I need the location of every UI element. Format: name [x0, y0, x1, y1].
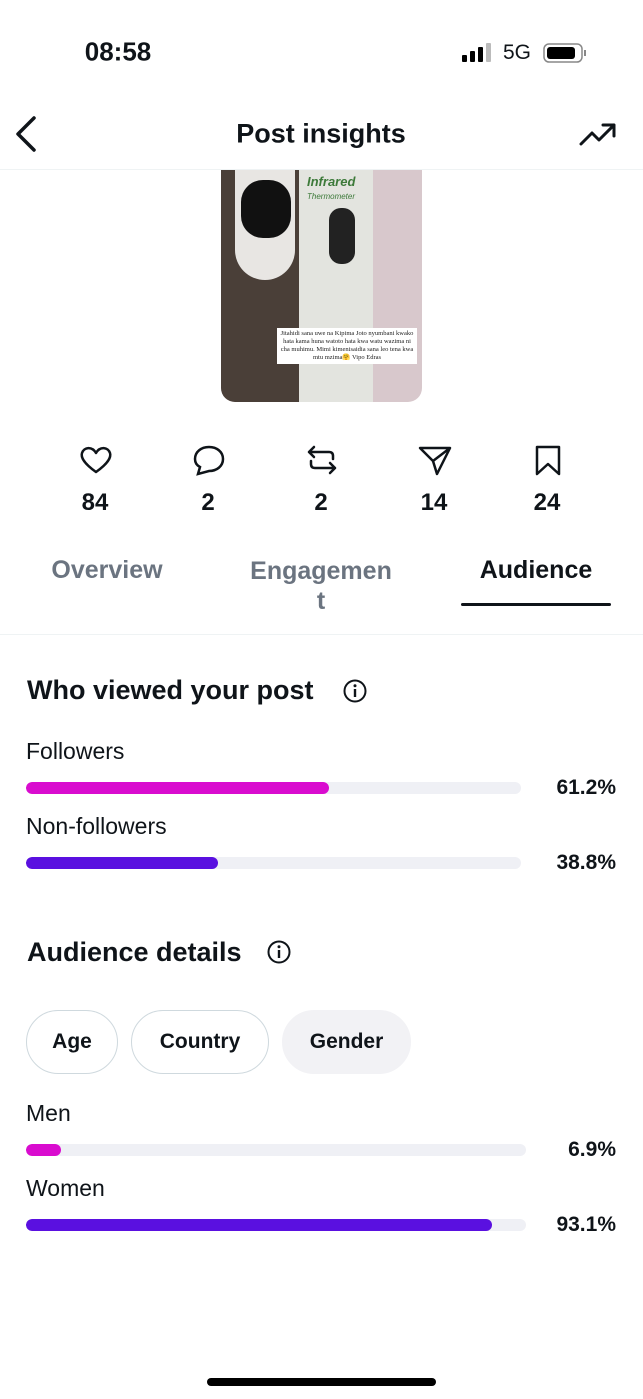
percent-label: 93.1% — [556, 1213, 616, 1236]
bar — [26, 782, 329, 794]
network-label: 5G — [502, 41, 532, 64]
image-caption: Jitahidi sana uwe na Kipima Joto nyumban… — [277, 328, 417, 364]
row-label: Women — [26, 1175, 105, 1201]
home-indicator — [207, 1378, 436, 1386]
bookmark-icon[interactable] — [530, 443, 566, 477]
tab[interactable]: Overview — [51, 556, 163, 584]
info-icon[interactable] — [342, 678, 368, 704]
tab[interactable]: Engagement — [250, 557, 392, 615]
post-image[interactable]: Infrared Thermometer Jitahidi sana uwe n… — [221, 170, 422, 402]
row-label: Men — [26, 1100, 71, 1126]
bar-track — [26, 782, 521, 794]
filter-chip[interactable]: Age — [26, 1010, 118, 1074]
bookmarks-count: 24 — [533, 489, 561, 516]
image-product: Thermometer — [307, 192, 356, 201]
status-time: 08:58 — [84, 36, 152, 67]
tab-indicator — [461, 603, 611, 606]
bar — [26, 1144, 61, 1156]
row-label: Non-followers — [26, 813, 167, 839]
section-title: Who viewed your post — [27, 675, 314, 705]
section-title: Audience details — [27, 937, 242, 967]
tab-active[interactable]: Audience — [479, 556, 593, 584]
like-icon[interactable] — [78, 444, 114, 476]
repost-icon[interactable] — [304, 443, 340, 477]
percent-label: 38.8% — [556, 851, 616, 874]
divider — [0, 169, 643, 170]
bar — [26, 1219, 492, 1231]
status-icons — [462, 43, 586, 63]
share-icon[interactable] — [417, 443, 453, 477]
bar-track — [26, 1219, 526, 1231]
bar-track — [26, 1144, 526, 1156]
info-icon[interactable] — [266, 939, 292, 965]
percent-label: 61.2% — [556, 776, 616, 799]
trending-button[interactable] — [578, 120, 618, 150]
divider — [0, 634, 643, 635]
filter-chip[interactable]: Country — [131, 1010, 269, 1074]
percent-label: 6.9% — [568, 1138, 616, 1161]
page-title: Post insights — [236, 118, 406, 149]
replies-count: 2 — [201, 489, 215, 516]
bar-track — [26, 857, 521, 869]
back-button[interactable] — [10, 112, 44, 156]
filter-chip-selected[interactable]: Gender — [282, 1010, 411, 1074]
reposts-count: 2 — [314, 489, 328, 516]
likes-count: 84 — [81, 489, 109, 516]
shares-count: 14 — [420, 489, 448, 516]
row-label: Followers — [26, 738, 125, 764]
reply-icon[interactable] — [191, 443, 227, 477]
bar — [26, 857, 219, 869]
image-brand: Infrared — [307, 174, 356, 189]
